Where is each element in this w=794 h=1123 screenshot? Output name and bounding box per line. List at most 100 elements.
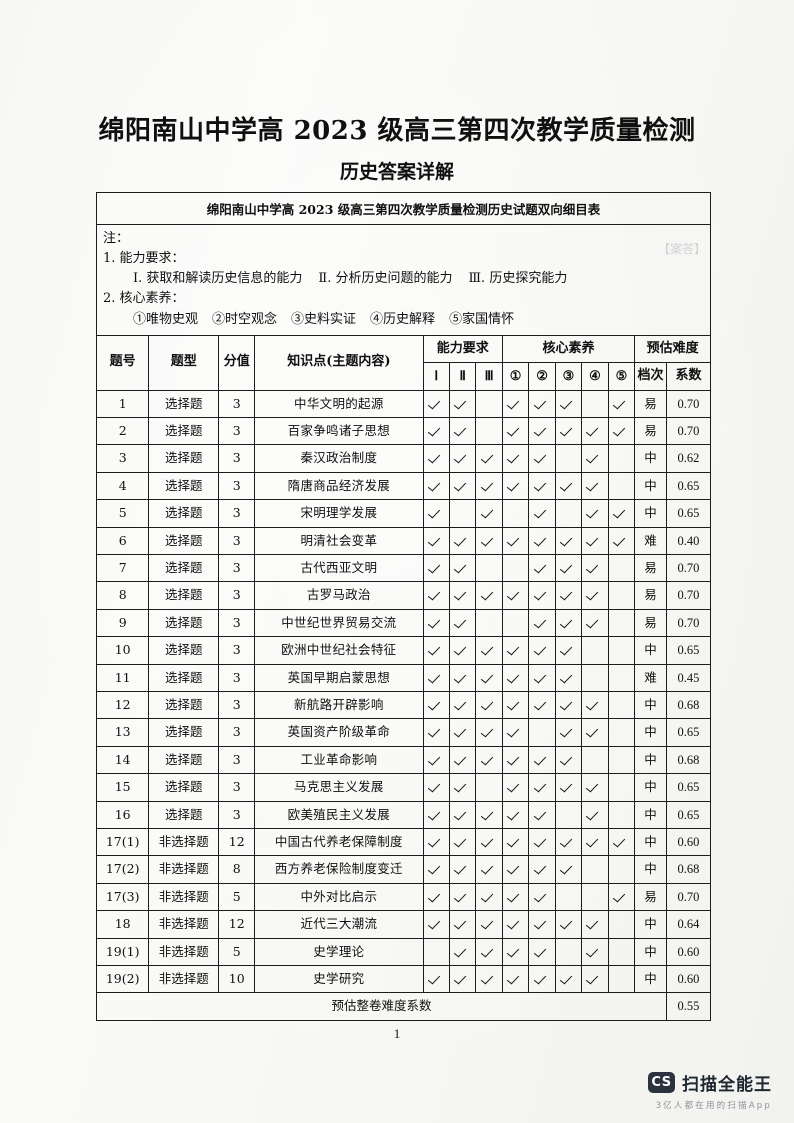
cell-literacy-1 xyxy=(501,745,530,775)
cell-coefficient: 0.65 xyxy=(665,800,710,830)
notes-label: 注： xyxy=(103,231,130,246)
check-icon xyxy=(537,809,548,820)
cell-literacy-5 xyxy=(607,882,636,912)
cell-coefficient: 0.60 xyxy=(665,828,710,857)
table-row: 14 选择题 3 工业革命影响 中 0.68 xyxy=(97,745,710,775)
cell-type: 选择题 xyxy=(148,773,220,802)
check-icon xyxy=(589,726,600,737)
cell-literacy-2 xyxy=(528,416,556,446)
check-icon xyxy=(510,398,521,409)
group-header-ability: 能力要求 xyxy=(422,335,503,364)
cell-score: 3 xyxy=(218,499,256,528)
cell-type: 选择题 xyxy=(148,581,220,610)
check-icon xyxy=(484,809,495,820)
cell-ability-3 xyxy=(475,882,503,912)
cell-type: 选择题 xyxy=(148,499,220,528)
cell-literacy-2 xyxy=(528,553,556,583)
cell-score: 5 xyxy=(218,937,256,967)
cell-literacy-5 xyxy=(607,663,636,692)
check-icon xyxy=(431,699,442,710)
check-icon xyxy=(589,480,600,491)
check-icon xyxy=(510,863,521,874)
cell-literacy-1 xyxy=(501,663,530,692)
cell-score: 3 xyxy=(218,416,256,446)
check-icon xyxy=(537,918,548,929)
cell-ability-3 xyxy=(475,499,503,528)
table-row: 17(1) 非选择题 12 中国古代养老保障制度 中 0.60 xyxy=(97,828,710,857)
cell-number: 5 xyxy=(97,499,150,528)
cell-coefficient: 0.70 xyxy=(665,389,710,418)
check-icon xyxy=(457,863,468,874)
cell-ability-3 xyxy=(475,471,503,501)
check-icon xyxy=(563,699,574,710)
cell-coefficient: 0.60 xyxy=(665,965,710,993)
literacy-item-5: ⑤家国情怀 xyxy=(449,311,515,327)
cell-literacy-5 xyxy=(607,855,636,884)
cell-knowledge: 英国早期启蒙思想 xyxy=(254,663,424,692)
check-icon xyxy=(563,589,574,600)
cell-literacy-2 xyxy=(528,800,556,830)
group-header-difficulty: 预估难度 xyxy=(634,335,710,364)
check-icon xyxy=(589,425,600,436)
check-icon xyxy=(510,535,521,546)
check-icon xyxy=(537,589,548,600)
table-row: 3 选择题 3 秦汉政治制度中 0.62 xyxy=(97,444,710,473)
check-icon xyxy=(457,535,468,546)
cell-literacy-5 xyxy=(607,526,636,555)
cell-number: 10 xyxy=(97,636,150,665)
cell-level: 中 xyxy=(634,499,667,528)
cell-number: 6 xyxy=(97,526,150,555)
cell-literacy-1 xyxy=(501,471,530,501)
cell-knowledge: 古代西亚文明 xyxy=(254,553,424,583)
cell-literacy-1 xyxy=(501,882,530,912)
cell-coefficient: 0.65 xyxy=(665,499,710,528)
cell-number: 13 xyxy=(97,718,150,747)
check-icon xyxy=(431,562,442,573)
cell-ability-2 xyxy=(448,800,477,830)
cell-number: 15 xyxy=(97,773,150,802)
check-icon xyxy=(510,452,521,463)
check-icon xyxy=(457,809,468,820)
cell-level: 中 xyxy=(634,800,667,830)
check-icon xyxy=(484,452,495,463)
cell-type: 选择题 xyxy=(148,718,220,747)
cell-literacy-2 xyxy=(528,581,556,610)
cell-literacy-4 xyxy=(581,608,609,638)
check-icon xyxy=(457,836,468,847)
table-body: 1 选择题 3 中华文明的起源易 0.70 2 选择题 3 百家争鸣诸子思想易 0.70 3 选择题 3… xyxy=(97,389,710,993)
check-icon xyxy=(510,672,521,683)
check-icon xyxy=(616,425,627,436)
literacy-item-2: ②时空观念 xyxy=(212,311,278,327)
cell-ability-2 xyxy=(448,553,477,583)
check-icon xyxy=(563,480,574,491)
check-icon xyxy=(589,699,600,710)
ability-heading: 1. 能力要求： xyxy=(103,251,185,267)
literacy-heading: 2. 核心素养： xyxy=(103,291,185,307)
check-icon xyxy=(431,891,442,902)
cell-literacy-3 xyxy=(554,773,583,802)
cell-ability-2 xyxy=(448,636,477,665)
cell-type: 非选择题 xyxy=(148,965,220,993)
col-header-literacy-2: ② xyxy=(528,362,556,391)
cell-coefficient: 0.68 xyxy=(665,690,710,720)
check-icon xyxy=(457,891,468,902)
cell-ability-2 xyxy=(448,416,477,446)
cell-literacy-5 xyxy=(607,800,636,830)
check-icon xyxy=(537,863,548,874)
cell-type: 非选择题 xyxy=(148,855,220,884)
check-icon xyxy=(457,644,468,655)
check-icon xyxy=(537,644,548,655)
cell-ability-2 xyxy=(448,471,477,501)
check-icon xyxy=(431,781,442,792)
cell-type: 选择题 xyxy=(148,526,220,555)
cell-knowledge: 中华文明的起源 xyxy=(254,389,424,418)
cell-ability-1 xyxy=(422,471,450,501)
check-icon xyxy=(484,836,495,847)
summary-label: 预估整卷难度系数 xyxy=(97,992,667,1020)
check-icon xyxy=(563,863,574,874)
cell-ability-3 xyxy=(475,745,503,775)
cell-ability-2 xyxy=(448,526,477,555)
cell-ability-2 xyxy=(448,773,477,802)
cell-level: 易 xyxy=(634,416,667,446)
check-icon xyxy=(563,644,574,655)
